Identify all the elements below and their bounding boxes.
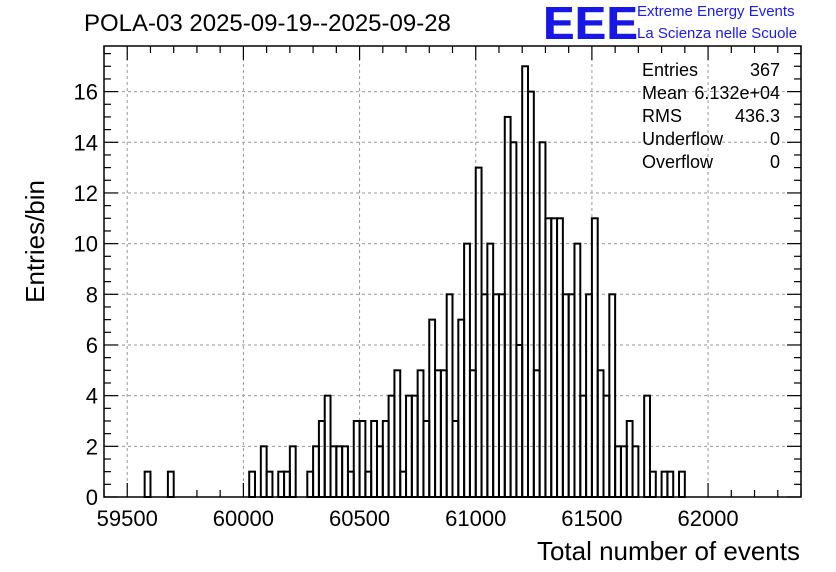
stats-entries-value: 367 (749, 60, 780, 80)
stats-mean-label: Mean (642, 83, 688, 103)
histogram-bin (288, 445, 297, 498)
y-tick-label: 10 (74, 232, 98, 257)
x-tick-label: 59500 (97, 506, 158, 531)
y-tick-label: 6 (86, 333, 98, 358)
histogram-bin (678, 470, 686, 499)
x-tick-label: 61500 (561, 506, 622, 531)
x-tick-label: 62000 (677, 506, 738, 531)
chart-title: POLA-03 2025-09-19--2025-09-28 (84, 10, 451, 37)
histogram-bin (265, 470, 274, 499)
stats-rms-value: 436.3 (734, 106, 780, 126)
x-axis-label: Total number of events (536, 536, 800, 566)
histogram-bin (166, 470, 175, 499)
stats-mean-value: 6.132e+04 (694, 83, 780, 103)
y-axis-label: Entries/bin (20, 180, 50, 303)
stats-box: Entries 367 Mean 6.132e+04 RMS 436.3 Und… (642, 60, 780, 175)
y-tick-label: 14 (74, 130, 98, 155)
histogram-bin (143, 470, 152, 499)
histogram-bin (666, 470, 675, 499)
y-tick-label: 12 (74, 181, 98, 206)
stats-overflow-label: Overflow (642, 152, 714, 172)
stats-row-entries: Entries 367 (642, 60, 780, 83)
logo-text-line1: Extreme Energy Events (637, 3, 795, 20)
y-tick-label: 2 (86, 434, 98, 459)
stats-row-mean: Mean 6.132e+04 (642, 83, 780, 106)
stats-row-rms: RMS 436.3 (642, 106, 780, 129)
stats-entries-label: Entries (642, 60, 699, 80)
x-tick-label: 61000 (445, 506, 506, 531)
y-tick-label: 0 (86, 485, 98, 510)
stats-rms-label: RMS (642, 106, 682, 126)
stats-underflow-label: Underflow (642, 129, 724, 149)
histogram-bin (248, 470, 257, 499)
stats-underflow-value: 0 (769, 129, 780, 149)
y-tick-label: 8 (86, 282, 98, 307)
logo-text-line2: La Scienza nelle Scuole (637, 25, 798, 42)
histogram-bin (631, 445, 640, 498)
stats-row-overflow: Overflow 0 (642, 152, 780, 175)
x-tick-label: 60000 (213, 506, 274, 531)
stats-overflow-value: 0 (769, 152, 780, 172)
eee-logo: EEE (543, 0, 639, 49)
histogram-bin (648, 470, 657, 499)
y-tick-label: 4 (86, 384, 98, 409)
x-tick-label: 60500 (329, 506, 390, 531)
y-tick-label: 16 (74, 80, 98, 105)
stats-row-underflow: Underflow 0 (642, 129, 780, 152)
